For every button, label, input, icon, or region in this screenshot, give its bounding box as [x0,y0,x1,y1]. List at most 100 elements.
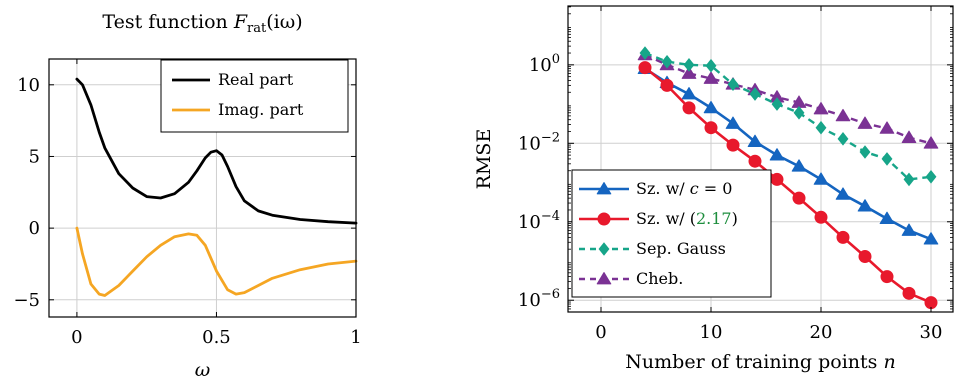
right-data-point [725,116,741,129]
right-data-point [727,77,739,92]
left-y-tick-label: 0 [29,218,40,239]
left-x-axis-label: ω [195,359,211,381]
right-data-point [925,170,937,184]
right-data-point [902,286,916,300]
legend-text: Sz. w/ ( [636,209,696,228]
right-data-point [881,152,893,166]
left-x-tick-label: 0.5 [202,327,231,348]
right-data-point [924,296,938,310]
right-data-point [705,58,717,73]
right-data-point [703,71,719,84]
right-legend-marker [598,242,610,256]
legend-reference-link: 2.17 [696,209,732,228]
left-title-text: Test function [102,11,233,33]
right-legend-label: Sep. Gauss [636,239,726,258]
right-data-point [859,145,871,159]
right-data-point [770,172,784,186]
right-data-point [901,130,917,143]
right-y-tick-label: 10−2 [518,130,560,154]
right-y-tick-label: 10−6 [518,287,560,311]
right-data-point [703,100,719,114]
right-x-tick-label: 0 [595,322,606,343]
left-legend-box [160,59,349,133]
left-y-tick-label: −5 [13,290,40,311]
right-y-tick-label: 100 [529,52,560,76]
right-data-point [791,159,807,172]
right-data-point [813,172,829,185]
right-data-point [726,138,740,152]
legend-text: Sz. w/ [636,179,690,198]
left-series-line-1 [75,226,358,297]
right-data-point [814,210,828,224]
right-data-point [880,270,894,284]
right-x-axis-label: Number of training points n [625,351,895,373]
tick-base: 10 [518,133,541,154]
right-data-point [879,121,895,134]
right-data-point [793,105,805,120]
right-data-point [769,148,785,161]
right-data-point [683,58,695,72]
right-data-point [682,101,696,115]
right-x-tick-label: 30 [920,322,943,343]
right-data-point [837,132,849,146]
left-y-tick-label: 5 [29,146,40,167]
right-data-point [903,172,915,187]
left-legend: Real part Imag. part [160,59,349,133]
left-series-line-0 [75,77,358,225]
legend-text: ) [732,209,738,228]
left-y-tick-label: 10 [17,75,40,96]
left-x-tick-label: 1 [350,327,361,348]
right-data-point [771,97,783,111]
tick-exponent: −4 [541,209,560,224]
left-plot-frame [48,58,357,318]
tick-exponent: −6 [541,287,560,302]
right-data-point [747,134,763,148]
right-x-tick-label: 10 [700,322,723,343]
right-x-label-math: n [883,351,895,373]
right-data-point [901,223,917,236]
left-title-suffix: (iω) [266,11,302,33]
right-data-point [792,191,806,205]
right-data-point [858,250,872,264]
right-legend-marker [596,182,612,195]
right-data-point [879,211,895,225]
right-data-point [923,232,939,245]
tick-exponent: −2 [541,130,560,145]
left-legend-label: Real part [218,70,294,89]
right-data-point [835,187,851,200]
legend-text: Cheb. [636,269,683,288]
right-data-point [857,116,873,129]
right-series-2 [639,46,937,187]
tick-base: 10 [529,55,552,76]
right-x-label-text: Number of training points [625,351,883,373]
right-data-point [660,78,674,92]
tick-base: 10 [518,212,541,233]
legend-math: c [690,179,699,198]
right-data-point [815,120,827,135]
right-data-point [681,66,697,79]
right-legend-marker [596,272,612,285]
left-legend-label: Imag. part [218,100,304,119]
right-data-point [748,154,762,168]
legend-text: Sep. Gauss [636,239,726,258]
left-title-math: F [233,11,248,33]
right-data-point [813,101,829,115]
right-data-point [639,46,651,60]
right-data-point [923,136,939,149]
right-legend-marker [597,212,611,226]
right-y-tick-label: 10−4 [518,209,560,233]
right-data-point [704,121,718,135]
left-chart: 0 0.5 1 −5 0 5 10 Test function Frat(iω) ω Real p… [13,11,361,381]
right-x-tick-label: 20 [810,322,833,343]
right-data-point [836,230,850,244]
right-legend-label: Sz. w/ c = 0 [636,179,732,198]
right-legend-label: Sz. w/ (2.17) [636,209,738,228]
left-title-subscript: rat [247,21,267,36]
right-data-point [857,199,873,212]
right-data-point [638,61,652,75]
left-x-tick-label: 0 [71,327,82,348]
right-series-1 [638,61,938,310]
legend-text: = 0 [699,179,733,198]
